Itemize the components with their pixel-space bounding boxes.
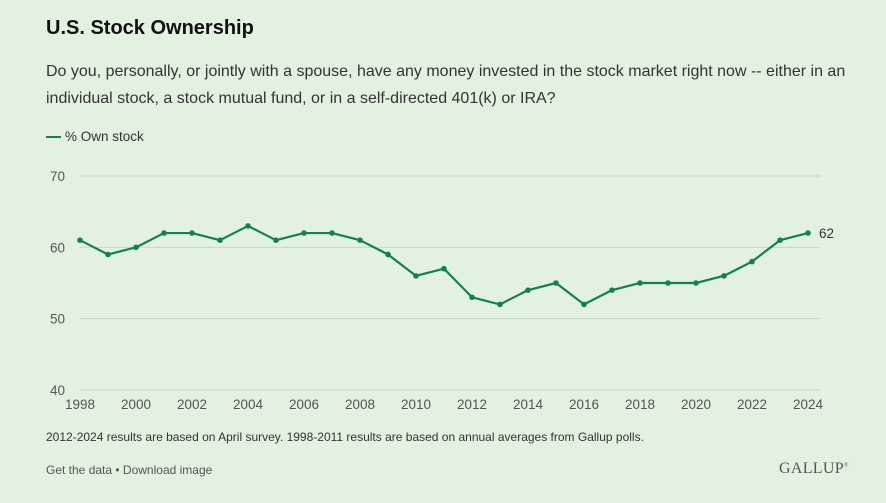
x-tick-label: 2018	[625, 397, 655, 412]
data-point-2024	[805, 230, 811, 236]
data-point-2001	[161, 230, 167, 236]
x-tick-label: 1998	[65, 397, 95, 412]
x-tick-label: 2020	[681, 397, 711, 412]
data-point-2015	[553, 280, 559, 286]
data-point-2017	[609, 287, 615, 293]
logo-text: GALLUP	[779, 460, 844, 477]
y-axis-ticks: 40 50 60 70	[50, 169, 65, 398]
data-point-2012	[469, 294, 475, 301]
gridlines	[80, 175, 820, 391]
x-tick-label: 2016	[569, 397, 599, 412]
data-point-2014	[525, 287, 531, 293]
series-line	[79, 224, 809, 306]
x-tick-label: 2024	[793, 397, 824, 412]
data-point-2008	[357, 237, 363, 243]
data-point-2003	[217, 237, 223, 243]
data-point-2016	[581, 301, 587, 308]
x-tick-label: 2000	[121, 397, 151, 412]
x-tick-label: 2004	[233, 397, 264, 412]
data-point-2002	[189, 230, 195, 236]
y-tick-label: 70	[50, 169, 65, 184]
data-point-2000	[133, 244, 139, 251]
get-data-link[interactable]: Get the data	[46, 463, 113, 477]
logo-mark: ®	[843, 462, 849, 469]
legend: % Own stock	[46, 129, 144, 144]
data-point-2009	[385, 251, 391, 258]
x-tick-label: 2008	[345, 397, 375, 412]
data-point-2021	[721, 273, 727, 279]
end-value-label: 62	[819, 226, 834, 241]
data-point-1999	[105, 251, 111, 258]
data-point-2022	[749, 258, 755, 265]
link-separator: •	[112, 463, 123, 477]
data-point-2018	[637, 280, 643, 286]
data-point-2023	[777, 237, 783, 243]
y-tick-label: 40	[50, 383, 65, 398]
series-own-stock: 62	[77, 223, 834, 308]
x-axis-ticks: 1998 2000 2002 2004 2006 2008 2010 2012 2014 2016…	[65, 397, 824, 412]
download-image-link[interactable]: Download image	[122, 463, 213, 477]
chart-title: U.S. Stock Ownership	[46, 17, 254, 39]
data-point-2007	[329, 230, 335, 236]
y-tick-label: 50	[50, 312, 65, 327]
x-tick-label: 2010	[401, 397, 431, 412]
data-point-2019	[665, 280, 671, 286]
legend-label: % Own stock	[65, 129, 144, 144]
data-point-2005	[273, 237, 279, 243]
x-tick-label: 2012	[457, 397, 487, 412]
footnote: 2012-2024 results are based on April sur…	[46, 430, 644, 444]
data-point-2013	[497, 301, 503, 308]
x-tick-label: 2014	[513, 397, 544, 412]
x-tick-label: 2002	[177, 397, 207, 412]
data-point-2020	[693, 280, 699, 286]
survey-question: Do you, personally, or jointly with a sp…	[46, 63, 846, 107]
data-point-1998	[77, 237, 83, 243]
gallup-logo: GALLUP®	[779, 460, 849, 478]
data-point-2011	[441, 265, 447, 272]
data-point-2006	[301, 230, 307, 236]
x-tick-label: 2006	[289, 397, 319, 412]
y-tick-label: 60	[50, 240, 65, 255]
data-point-2004	[245, 223, 251, 229]
x-tick-label: 2022	[737, 397, 767, 412]
data-point-2010	[413, 273, 419, 279]
footer-links: Get the data • Download image	[46, 463, 212, 477]
legend-swatch	[46, 135, 61, 138]
line-chart: 40 50 60 70 1998 2000 2002 2004 2006 2008 2010 201…	[50, 169, 834, 412]
